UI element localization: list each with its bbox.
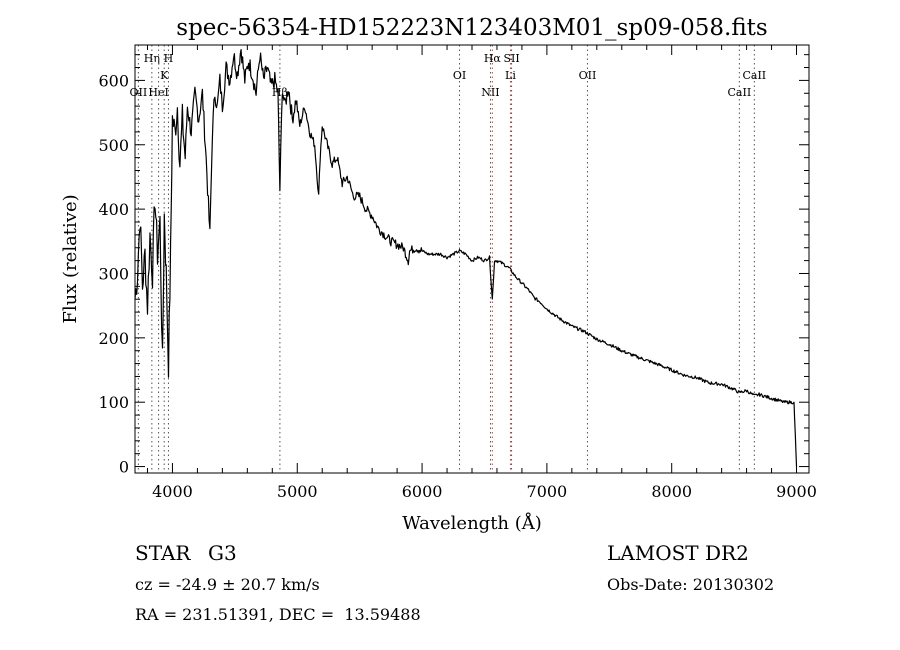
- x-tick-label-2: 6000: [402, 482, 443, 501]
- marker-label-8: Hα: [484, 52, 502, 65]
- spectrum-series: [134, 48, 798, 467]
- axes: 4000 5000 6000 7000 8000 9000 0 100 200 300 400 500…: [98, 45, 817, 501]
- y-tick-label-4: 400: [98, 200, 129, 219]
- marker-label-5: Hβ: [272, 86, 288, 99]
- marker-label-3: K: [160, 69, 169, 82]
- y-axis-label: Flux (relative): [60, 194, 81, 323]
- x-tick-label-5: 9000: [776, 482, 817, 501]
- x-tick-label-0: 4000: [152, 482, 193, 501]
- marker-label-0: OII: [130, 86, 148, 99]
- object-class: STAR: [135, 541, 191, 565]
- object-subclass: G3: [208, 541, 237, 565]
- y-tick-label-6: 600: [98, 71, 129, 90]
- x-tick-label-4: 8000: [651, 482, 692, 501]
- marker-label-7: NII: [481, 86, 499, 99]
- marker-label-6: OI: [453, 69, 466, 82]
- x-tick-label-1: 5000: [277, 482, 318, 501]
- x-axis-label: Wavelength (Å): [402, 512, 542, 534]
- chart-title: spec-56354-HD152223N123403M01_sp09-058.f…: [176, 15, 767, 41]
- y-tick-label-1: 100: [98, 393, 129, 412]
- marker-label-10: SII: [503, 52, 519, 65]
- marker-label-4: H: [164, 52, 174, 65]
- y-tick-label-3: 300: [98, 264, 129, 283]
- marker-label-2: HeI: [148, 86, 168, 99]
- x-tick-label-3: 7000: [527, 482, 568, 501]
- observation-date: Obs-Date: 20130302: [607, 575, 774, 594]
- marker-label-12: CaII: [728, 86, 752, 99]
- marker-label-13: CaII: [742, 69, 766, 82]
- y-tick-label-0: 0: [119, 458, 129, 477]
- survey-name: LAMOST DR2: [607, 541, 749, 565]
- sky-coordinates: RA = 231.51391, DEC = 13.59488: [135, 605, 421, 624]
- y-tick-label-2: 200: [98, 329, 129, 348]
- flux-line: [134, 48, 798, 467]
- redshift-velocity: cz = -24.9 ± 20.7 km/s: [135, 575, 320, 594]
- marker-label-11: OII: [579, 69, 597, 82]
- y-tick-label-5: 500: [98, 136, 129, 155]
- marker-label-9: Li: [505, 69, 516, 82]
- plot-frame: [134, 44, 810, 474]
- marker-label-1: Hη: [144, 52, 160, 65]
